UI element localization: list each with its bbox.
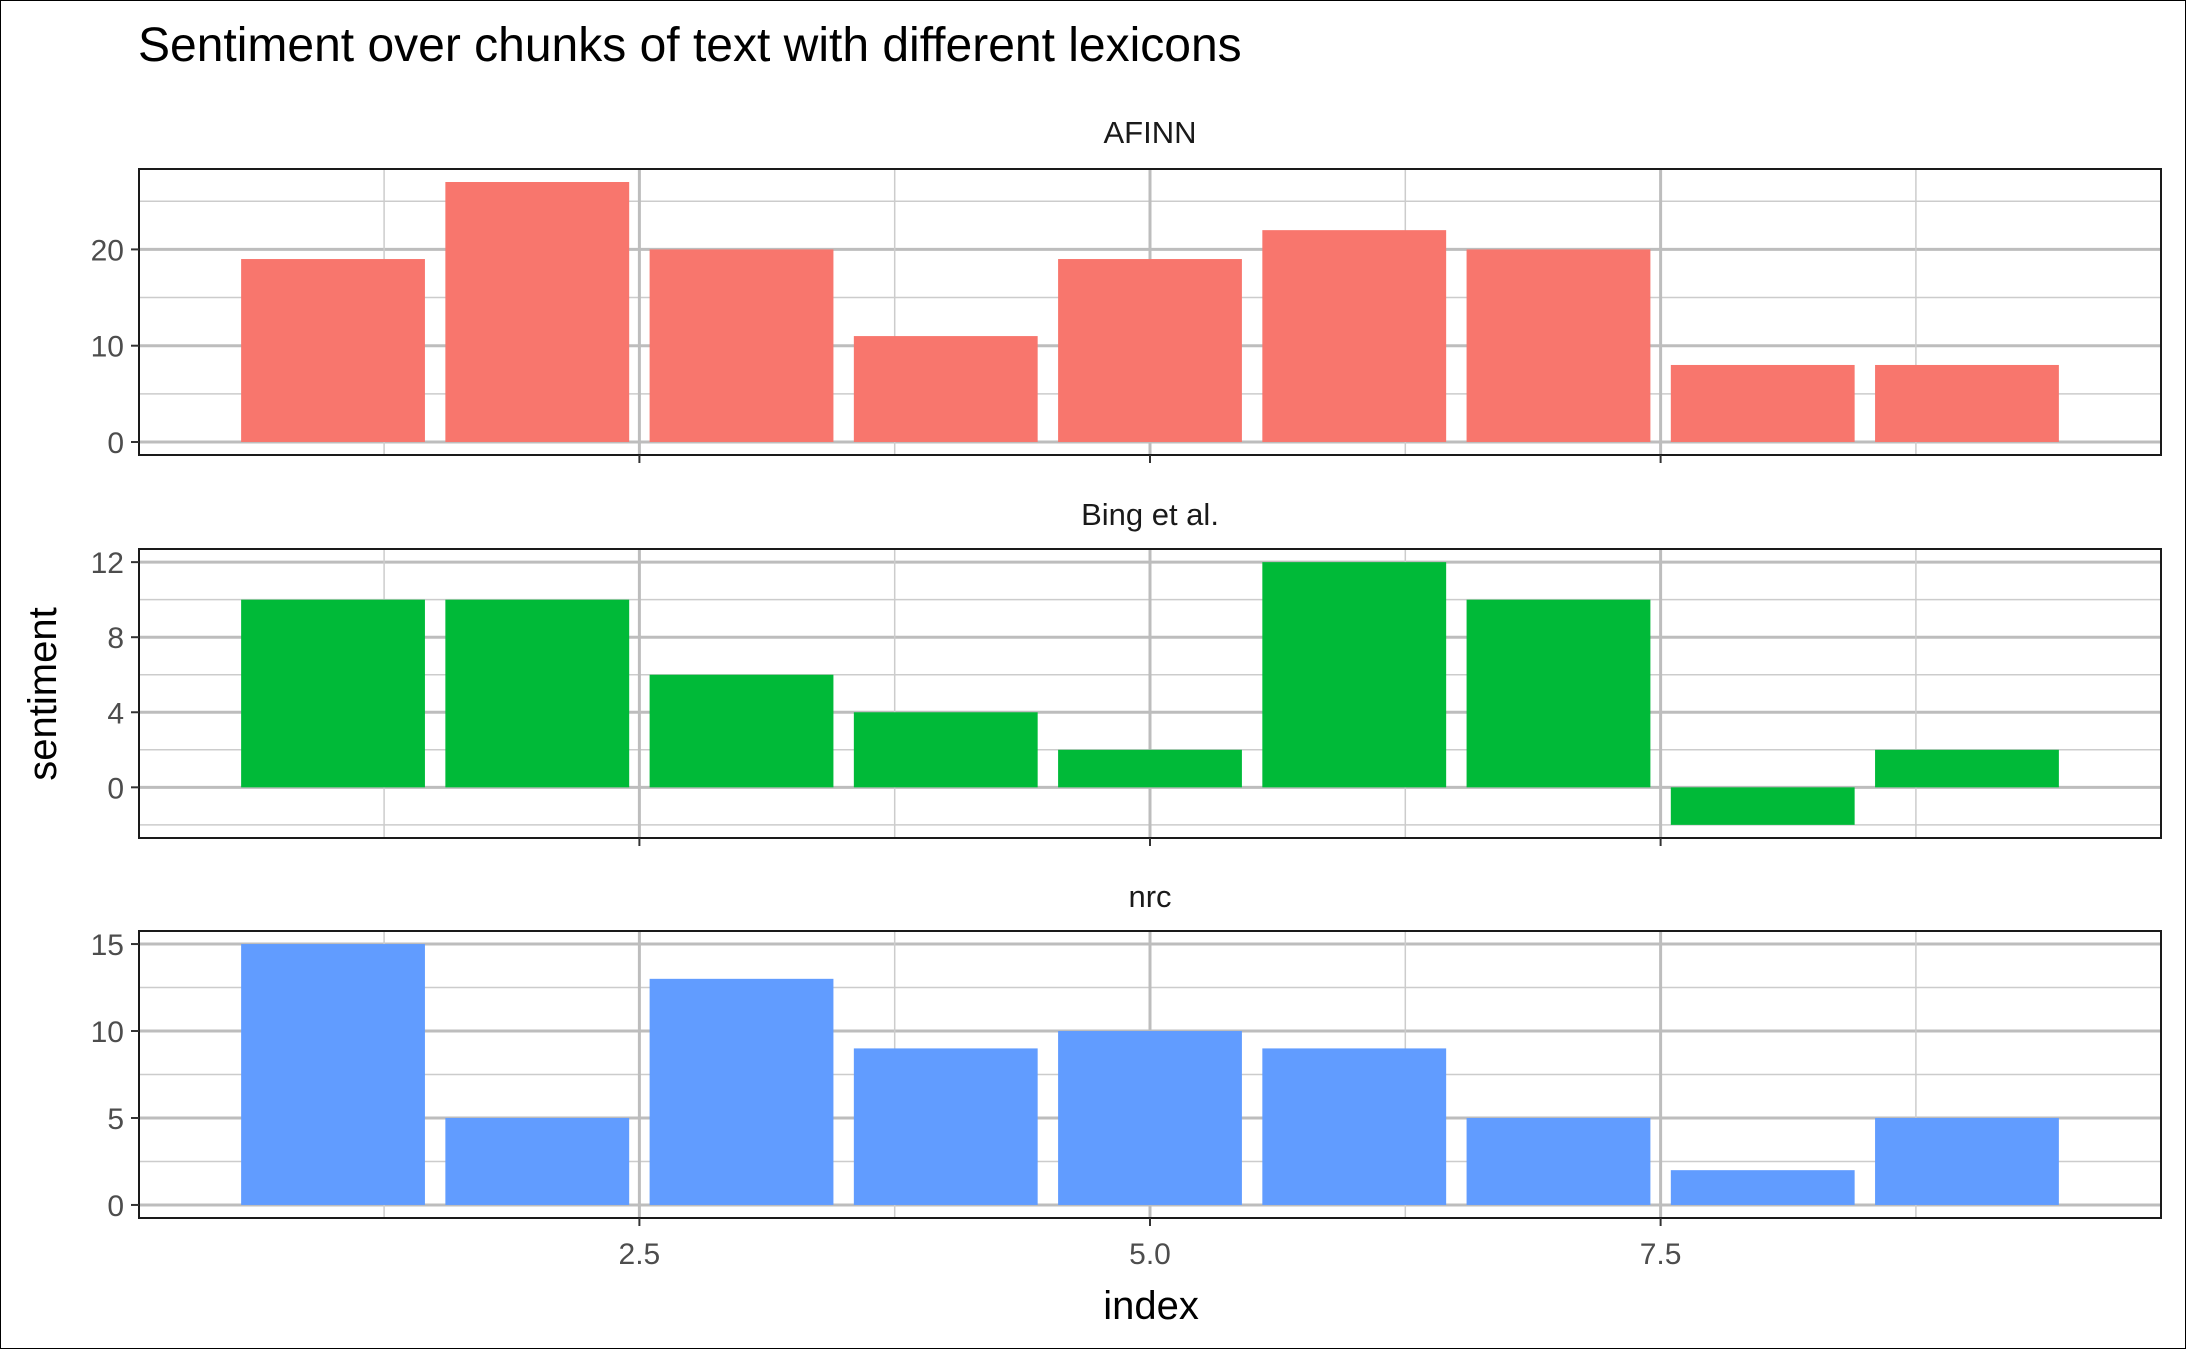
bar-nrc-7 [1466,1117,1651,1205]
bar-afinn-6 [1262,230,1447,442]
bar-nrc-5 [1058,1031,1242,1205]
bar-nrc-3 [649,978,834,1205]
facet-label-afinn: AFINN [1104,115,1197,150]
facet-label-nrc: nrc [1128,879,1171,914]
y-tick-label: 20 [91,234,124,267]
bar-bing-et-al-3 [649,674,834,788]
bar-bing-et-al-7 [1466,599,1651,788]
bar-afinn-5 [1058,259,1242,442]
x-axis: 2.5 5.0 7.5 [619,1238,1682,1271]
facet-panels: AFINN 0 10 20 Bing et al. 0 4 8 12 nrc 0 5 10 15 [91,115,2162,1226]
bar-afinn-4 [853,336,1038,442]
bar-afinn-8 [1670,364,1855,442]
facet-panel-afinn: AFINN 0 10 20 [91,115,2162,463]
facet-panel-bing-et-al: Bing et al. 0 4 8 12 [91,497,2162,846]
y-tick-label: 15 [91,929,124,962]
bar-nrc-8 [1670,1170,1855,1205]
bar-afinn-7 [1466,249,1651,442]
bar-nrc-1 [241,944,425,1205]
bar-nrc-4 [853,1048,1038,1205]
bar-nrc-6 [1262,1048,1447,1205]
bar-bing-et-al-9 [1875,749,2059,788]
y-tick-label: 4 [107,697,124,730]
y-tick-label: 8 [107,622,124,655]
bar-bing-et-al-2 [445,599,630,788]
y-tick-label: 10 [91,331,124,364]
y-tick-label: 10 [91,1016,124,1049]
y-tick-label: 0 [107,1190,124,1223]
bar-bing-et-al-5 [1058,749,1242,788]
facet-panel-nrc: nrc 0 5 10 15 [91,879,2162,1226]
x-axis-title: index [1103,1284,1199,1328]
bar-nrc-9 [1875,1117,2059,1205]
bar-bing-et-al-6 [1262,562,1447,788]
y-tick-label: 0 [107,427,124,460]
bar-afinn-2 [445,182,630,442]
bar-afinn-1 [241,259,425,442]
y-tick-label: 0 [107,772,124,805]
bar-bing-et-al-8 [1670,787,1855,825]
y-tick-label: 12 [91,547,124,580]
y-tick-label: 5 [107,1103,124,1136]
bar-afinn-9 [1875,364,2059,442]
x-tick-label: 7.5 [1640,1238,1682,1271]
bar-nrc-2 [445,1117,630,1205]
x-tick-label: 5.0 [1129,1238,1171,1271]
x-tick-label: 2.5 [619,1238,661,1271]
bar-bing-et-al-1 [241,599,425,788]
bar-afinn-3 [649,249,834,442]
facet-label-bing-et-al: Bing et al. [1081,497,1219,532]
y-axis-title: sentiment [21,607,65,780]
bar-bing-et-al-4 [853,712,1038,788]
chart-title: Sentiment over chunks of text with diffe… [138,19,1242,72]
